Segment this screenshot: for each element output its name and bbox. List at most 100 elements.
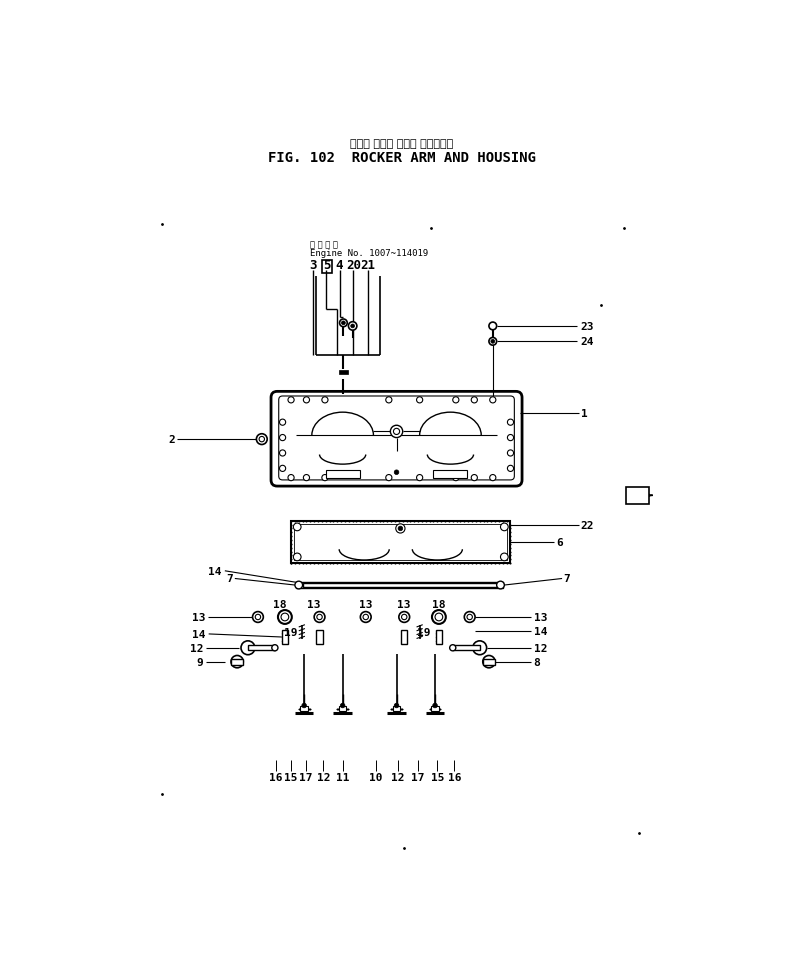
Circle shape	[390, 425, 403, 438]
Circle shape	[471, 475, 477, 481]
Circle shape	[473, 642, 487, 655]
Text: 16: 16	[447, 773, 461, 782]
Bar	[231, 659, 243, 665]
Circle shape	[453, 475, 459, 481]
Circle shape	[303, 397, 309, 404]
Text: 20: 20	[346, 258, 361, 272]
Circle shape	[393, 429, 400, 435]
Text: 3: 3	[309, 258, 317, 272]
Bar	[297, 582, 503, 589]
Circle shape	[432, 610, 446, 624]
Text: 23: 23	[581, 322, 594, 332]
Bar	[282, 631, 288, 645]
Circle shape	[507, 466, 513, 472]
Bar	[339, 706, 346, 711]
Circle shape	[360, 612, 371, 623]
Text: 13: 13	[308, 600, 321, 609]
Circle shape	[255, 614, 261, 620]
Circle shape	[295, 582, 302, 590]
Circle shape	[471, 397, 477, 404]
Circle shape	[417, 397, 422, 404]
Circle shape	[253, 612, 263, 623]
Bar	[316, 631, 323, 645]
Circle shape	[394, 470, 399, 475]
Circle shape	[279, 435, 286, 441]
Bar	[322, 261, 332, 274]
Circle shape	[501, 523, 508, 531]
Text: 15: 15	[284, 773, 298, 782]
Circle shape	[491, 340, 495, 344]
Circle shape	[483, 656, 495, 668]
Circle shape	[341, 322, 345, 326]
Circle shape	[303, 475, 309, 481]
Text: 19: 19	[284, 628, 298, 638]
Bar	[431, 706, 439, 711]
Text: 12: 12	[316, 773, 330, 782]
Text: 適 用 号 機: 適 用 号 機	[309, 240, 338, 248]
Circle shape	[489, 338, 497, 346]
Bar	[291, 521, 510, 563]
Circle shape	[385, 397, 392, 404]
Circle shape	[433, 703, 437, 708]
Circle shape	[490, 475, 496, 481]
Circle shape	[417, 475, 422, 481]
Circle shape	[490, 397, 496, 404]
Bar	[626, 487, 649, 505]
Bar	[483, 659, 495, 665]
Circle shape	[435, 613, 443, 621]
Circle shape	[489, 323, 497, 331]
Circle shape	[278, 610, 292, 624]
Circle shape	[257, 434, 267, 445]
Text: 13: 13	[192, 612, 206, 622]
Text: 7: 7	[564, 574, 571, 584]
Text: 15: 15	[431, 773, 444, 782]
Bar	[392, 706, 400, 711]
Text: 14: 14	[192, 629, 206, 640]
Circle shape	[279, 420, 286, 425]
Text: FIG. 102  ROCKER ARM AND HOUSING: FIG. 102 ROCKER ARM AND HOUSING	[268, 151, 536, 164]
Text: 12: 12	[534, 644, 547, 653]
Text: 4: 4	[336, 258, 343, 272]
Bar	[326, 470, 360, 478]
Text: 6: 6	[556, 538, 563, 548]
Circle shape	[385, 475, 392, 481]
Text: ロッカ アーム および ハウジング: ロッカ アーム および ハウジング	[350, 139, 454, 150]
Text: 7: 7	[226, 574, 232, 584]
Text: 8: 8	[534, 657, 540, 667]
Circle shape	[294, 523, 301, 531]
Circle shape	[272, 645, 278, 651]
Text: 22: 22	[581, 520, 594, 530]
Bar	[339, 371, 348, 375]
Circle shape	[467, 614, 473, 620]
Circle shape	[363, 614, 368, 620]
Circle shape	[497, 582, 504, 590]
Text: 24: 24	[581, 337, 594, 347]
Circle shape	[279, 466, 286, 472]
Circle shape	[231, 656, 243, 668]
Circle shape	[351, 325, 355, 329]
Text: 12: 12	[392, 773, 405, 782]
Circle shape	[259, 437, 265, 442]
Circle shape	[288, 475, 294, 481]
Circle shape	[349, 323, 357, 331]
Text: 14: 14	[534, 626, 547, 637]
Text: 17: 17	[299, 773, 312, 782]
Text: 13: 13	[534, 612, 547, 622]
Circle shape	[507, 420, 513, 425]
Circle shape	[288, 397, 294, 404]
Text: 13: 13	[397, 600, 411, 609]
Circle shape	[322, 397, 328, 404]
Text: 9: 9	[196, 657, 203, 667]
Bar	[433, 470, 467, 478]
Text: 2: 2	[168, 434, 175, 445]
FancyBboxPatch shape	[271, 392, 522, 487]
Circle shape	[281, 613, 289, 621]
Circle shape	[501, 554, 508, 561]
Circle shape	[340, 320, 347, 328]
Circle shape	[398, 526, 403, 531]
Circle shape	[241, 642, 255, 655]
Text: 13: 13	[359, 600, 373, 609]
Bar	[294, 524, 507, 560]
Text: 17: 17	[411, 773, 425, 782]
Text: 21: 21	[360, 258, 375, 272]
